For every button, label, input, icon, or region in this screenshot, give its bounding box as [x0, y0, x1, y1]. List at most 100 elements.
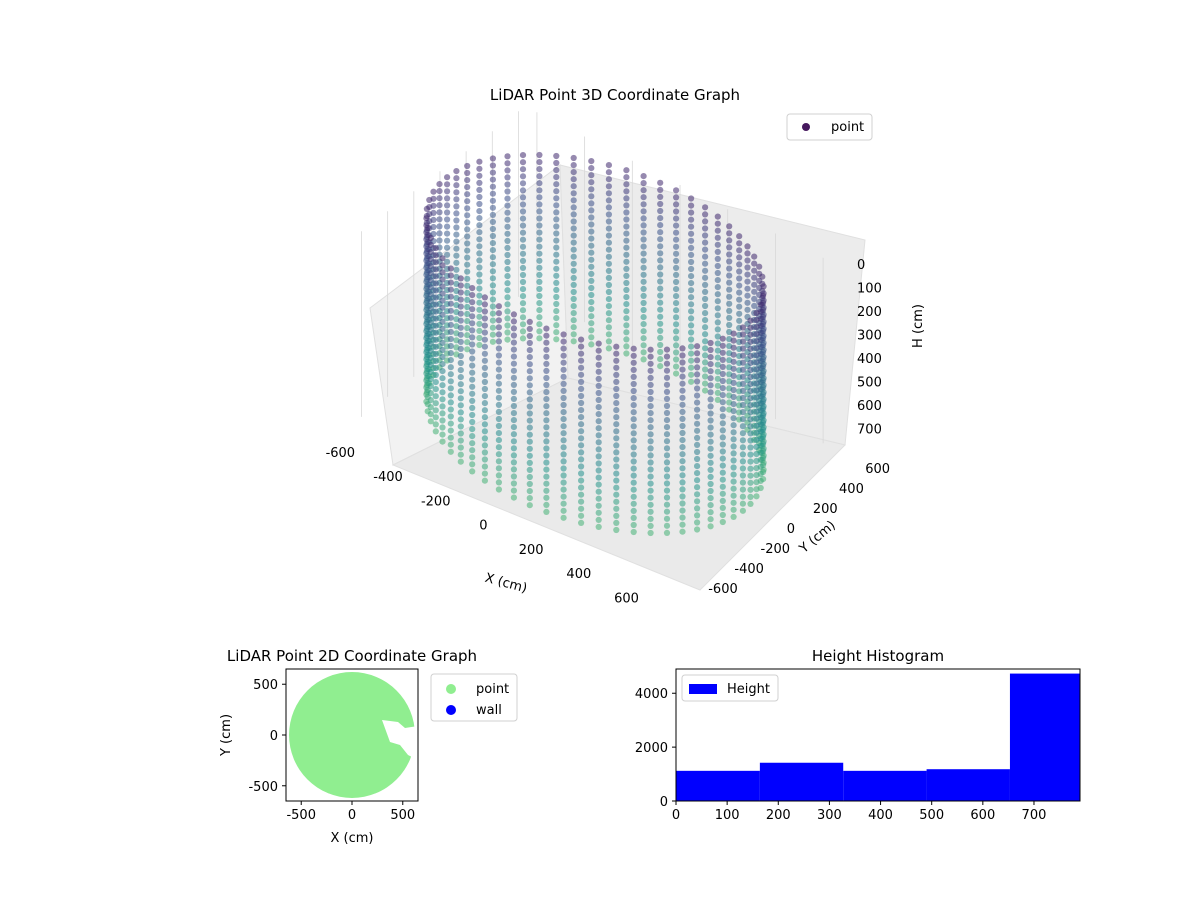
point-marker: [623, 230, 630, 237]
point-marker: [630, 444, 637, 451]
point-marker: [702, 373, 709, 380]
point-marker: [595, 340, 602, 347]
point-marker: [707, 516, 714, 523]
point-marker: [570, 218, 577, 225]
point-marker: [543, 353, 550, 360]
point-marker: [570, 154, 577, 162]
point-marker: [726, 272, 733, 279]
point-marker: [739, 472, 747, 479]
point-marker: [595, 481, 602, 488]
point-marker: [673, 229, 680, 236]
point-marker: [510, 459, 517, 466]
chart-2d: LiDAR Point 2D Coordinate Graph -500 0 500…: [219, 647, 518, 846]
point-marker: [663, 501, 671, 508]
point-marker: [453, 168, 460, 175]
point-marker: [688, 209, 695, 216]
point-marker: [489, 176, 496, 183]
point-marker: [489, 310, 496, 317]
point-marker: [753, 486, 760, 493]
point-marker: [730, 478, 737, 485]
point-marker: [536, 173, 543, 180]
point-marker: [694, 448, 701, 456]
point-marker: [730, 379, 737, 386]
point-marker: [543, 417, 550, 424]
point-marker: [447, 314, 454, 321]
point-marker: [605, 225, 613, 232]
point-marker: [457, 310, 464, 317]
point-marker: [702, 246, 709, 253]
point-marker: [630, 409, 637, 416]
point-marker: [707, 375, 714, 382]
point-marker: [453, 259, 460, 266]
point-marker: [481, 294, 488, 301]
point-marker: [647, 466, 654, 473]
point-marker: [457, 345, 464, 352]
point-marker: [753, 465, 760, 472]
point-marker: [439, 339, 446, 346]
point-marker: [673, 194, 680, 201]
point-marker: [570, 204, 577, 211]
point-marker: [753, 345, 760, 352]
point-marker: [702, 310, 709, 317]
point-marker: [707, 445, 714, 452]
point-marker: [570, 211, 577, 218]
point-marker: [707, 417, 714, 424]
point-marker: [739, 401, 747, 409]
point-marker: [753, 429, 760, 436]
point-marker: [756, 263, 763, 270]
point-marker: [623, 350, 630, 357]
point-marker: [536, 229, 543, 236]
point-marker: [427, 263, 434, 270]
point-marker: [623, 195, 630, 202]
point-marker: [476, 313, 483, 320]
point-marker: [469, 320, 476, 327]
point-marker: [714, 227, 721, 234]
point-marker: [469, 390, 476, 397]
point-marker: [439, 311, 446, 318]
point-marker: [744, 271, 751, 278]
point-marker: [536, 250, 543, 257]
point-marker: [747, 465, 754, 472]
point-marker: [495, 479, 502, 486]
point-marker: [719, 363, 726, 370]
point-marker: [679, 507, 686, 514]
point-marker: [427, 397, 434, 404]
point-marker: [647, 529, 654, 537]
point-marker: [647, 459, 654, 466]
point-marker: [495, 352, 502, 359]
point-marker: [504, 223, 511, 230]
point-marker: [630, 359, 637, 366]
point-marker: [510, 431, 517, 438]
point-marker: [630, 423, 637, 430]
point-marker: [447, 328, 454, 335]
point-marker: [536, 328, 543, 335]
point-marker: [657, 200, 664, 208]
point-marker: [719, 349, 726, 356]
point-marker: [578, 491, 585, 498]
point-marker: [560, 472, 567, 479]
point-marker: [673, 363, 680, 370]
point-marker: [481, 315, 488, 322]
point-marker: [553, 216, 560, 223]
point-marker: [510, 332, 517, 339]
point-marker: [560, 486, 567, 493]
legend-2d-wall-label: wall: [476, 703, 502, 718]
point-marker: [694, 477, 701, 484]
point-marker: [623, 279, 630, 287]
point-marker: [543, 374, 550, 382]
point-marker: [560, 401, 567, 409]
point-marker: [570, 190, 577, 197]
point-marker: [673, 187, 680, 194]
point-marker: [673, 328, 680, 335]
point-marker: [726, 237, 733, 244]
point-marker: [481, 343, 488, 350]
point-marker: [560, 514, 567, 521]
point-marker: [510, 473, 517, 480]
point-marker: [476, 186, 483, 193]
point-marker: [694, 350, 701, 357]
point-marker: [469, 426, 476, 433]
point-marker: [613, 378, 620, 385]
point-marker: [457, 381, 464, 388]
point-marker: [427, 340, 434, 347]
